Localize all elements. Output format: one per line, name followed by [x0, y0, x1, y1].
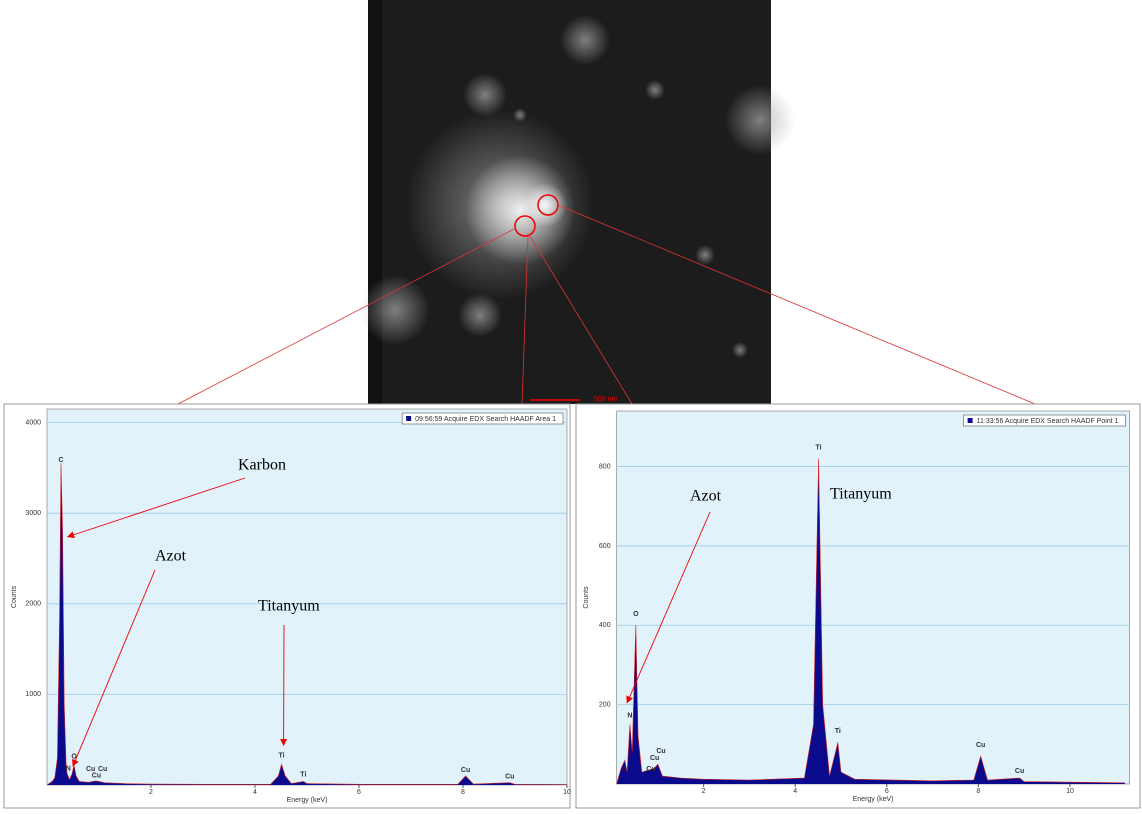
- peak-label: Cu: [505, 773, 514, 780]
- y-axis-title: Counts: [11, 585, 18, 608]
- x-tick-label: 8: [461, 789, 465, 796]
- y-tick-label: 3000: [25, 510, 41, 517]
- figure: 500 nm 1000 2000 3000 4000 2 4 6 8 10 Counts Energ…: [0, 0, 1142, 809]
- x-axis-title: Energy (keV): [853, 796, 894, 803]
- x-tick-label: 2: [702, 788, 706, 795]
- x-tick-label: 8: [976, 788, 980, 795]
- x-tick-label: 6: [357, 789, 361, 796]
- legend-swatch: [406, 416, 411, 421]
- peak-label: Cu: [976, 742, 985, 749]
- peak-label: Cu: [1015, 768, 1024, 775]
- scale-bar-label: 500 nm: [594, 396, 618, 403]
- page: 500 nm 1000 2000 3000 4000 2 4 6 8 10 Counts Energ…: [0, 0, 1142, 814]
- annotation: Titanyum: [830, 486, 892, 503]
- y-tick-label: 2000: [25, 601, 41, 608]
- peak-label: Ti: [300, 772, 306, 779]
- micrograph: 500 nm: [360, 0, 795, 404]
- y-tick-label: 4000: [25, 419, 41, 426]
- y-tick-label: 1000: [25, 691, 41, 698]
- peak-label: Ti: [278, 753, 284, 760]
- legend-label: 09:56:59 Acquire EDX Search HAADF Area 1: [415, 416, 556, 423]
- peak-label: N: [66, 765, 71, 772]
- peak-label: Ti: [835, 728, 841, 735]
- x-tick-label: 2: [149, 789, 153, 796]
- annotation: Azot: [155, 548, 187, 565]
- y-tick-label: 600: [599, 543, 611, 550]
- y-axis-title: Counts: [583, 586, 590, 609]
- annotation: Titanyum: [258, 598, 320, 615]
- legend-swatch: [968, 418, 973, 423]
- legend-label: 11:33:56 Acquire EDX Search HAADF Point …: [977, 418, 1119, 425]
- peak-label: Cu: [461, 767, 470, 774]
- peak-label: Ti: [815, 445, 821, 452]
- peak-label: Cu: [92, 773, 101, 780]
- x-tick-label: 6: [885, 788, 889, 795]
- x-tick-label: 4: [253, 789, 257, 796]
- y-tick-label: 200: [599, 701, 611, 708]
- annotation: Karbon: [238, 457, 286, 474]
- y-tick-label: 400: [599, 622, 611, 629]
- annotation: Azot: [690, 488, 722, 505]
- x-tick-label: 10: [563, 789, 571, 796]
- x-tick-label: 4: [793, 788, 797, 795]
- peak-label: Cu: [646, 766, 655, 773]
- x-axis-title: Energy (keV): [287, 797, 328, 804]
- x-tick-label: 10: [1066, 788, 1074, 795]
- peak-label: C: [59, 457, 64, 464]
- y-tick-label: 800: [599, 463, 611, 470]
- peak-label: O: [633, 611, 639, 618]
- peak-label: Cu: [656, 748, 665, 755]
- peak-label: Cu: [650, 755, 659, 762]
- peak-label: N: [627, 712, 632, 719]
